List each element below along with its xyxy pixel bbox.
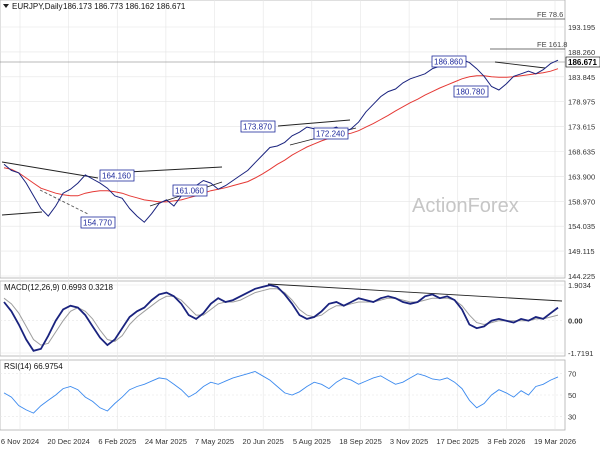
price-panel-header: EURJPY,Daily 186.173 186.773 186.162 186…: [3, 2, 186, 11]
fe-78-6-label: FE 78.6: [537, 10, 563, 19]
annotation-173-870: 173.870: [240, 120, 276, 133]
x-tick: 19 Mar 2026: [534, 437, 576, 446]
ohlc-values: 186.173 186.773 186.162 186.671: [63, 2, 186, 11]
macd-panel-frame: [0, 280, 566, 357]
rsi-tick: 30: [568, 412, 576, 421]
price-tick: 158.970: [568, 197, 595, 206]
svg-text:172.240: 172.240: [316, 130, 345, 139]
svg-text:161.060: 161.060: [175, 187, 204, 196]
x-axis-ticks: 6 Nov 2024 20 Dec 2024 6 Feb 2025 24 Mar…: [1, 437, 576, 446]
macd-header: MACD(12,26,9) 0.6993 0.3218: [4, 283, 114, 292]
x-tick: 3 Feb 2026: [487, 437, 525, 446]
rsi-header: RSI(14) 66.9754: [4, 362, 63, 371]
price-tick: 144.225: [568, 272, 595, 281]
rsi-panel-frame: [0, 359, 566, 431]
price-tick: 154.035: [568, 222, 595, 231]
macd-tick: 0.00: [568, 317, 583, 326]
annotation-164-160: 164.160: [99, 169, 135, 182]
rsi-tick: 50: [568, 391, 576, 400]
svg-text:186.860: 186.860: [434, 58, 463, 67]
x-tick: 18 Sep 2025: [339, 437, 382, 446]
price-tick: 193.195: [568, 23, 595, 32]
svg-text:154.770: 154.770: [83, 219, 112, 228]
price-tick: 173.615: [568, 123, 595, 132]
last-price-label: 186.671: [568, 58, 597, 67]
svg-text:164.160: 164.160: [102, 172, 131, 181]
macd-line: [3, 284, 559, 352]
price-axis-ticks: 193.195 188.260 183.845 178.975 173.615 …: [568, 23, 595, 281]
price-tick: 183.845: [568, 73, 595, 82]
macd-trendline: [267, 283, 563, 302]
svg-text:180.780: 180.780: [456, 88, 485, 97]
trendline-upper-left: [1, 161, 99, 179]
x-tick: 5 Aug 2025: [293, 437, 331, 446]
x-tick: 3 Nov 2025: [390, 437, 428, 446]
x-tick: 24 Mar 2025: [145, 437, 187, 446]
macd-tick: -1.7191: [568, 349, 593, 358]
fe-161-8-label: FE 161.8: [537, 40, 567, 49]
rsi-line: [3, 371, 559, 414]
macd-axis-ticks: 1.9034 0.00 -1.7191: [568, 281, 593, 358]
annotation-186-860: 186.860: [431, 55, 467, 68]
price-tick: 188.260: [568, 48, 595, 57]
watermark: ActionForex: [412, 195, 519, 217]
annotation-172-240: 172.240: [313, 127, 349, 140]
grid-lines: [0, 0, 565, 430]
symbol-title: EURJPY,Daily: [12, 2, 63, 11]
rsi-tick: 70: [568, 370, 576, 379]
x-tick: 6 Feb 2025: [98, 437, 136, 446]
x-tick: 17 Dec 2025: [436, 437, 479, 446]
x-tick: 6 Nov 2024: [1, 437, 39, 446]
moving-average-line: [3, 68, 559, 203]
price-tick: 178.975: [568, 98, 595, 107]
collapse-triangle-icon[interactable]: [3, 4, 9, 8]
svg-text:173.870: 173.870: [243, 123, 272, 132]
trendline-top-right: [494, 61, 546, 69]
price-tick: 149.115: [568, 247, 595, 256]
trendline-dashed: [39, 189, 89, 215]
annotation-161-060: 161.060: [172, 184, 208, 197]
x-tick: 20 Dec 2024: [47, 437, 90, 446]
x-tick: 7 May 2025: [195, 437, 234, 446]
price-tick: 168.635: [568, 148, 595, 157]
macd-tick: 1.9034: [568, 281, 591, 290]
rsi-axis-ticks: 70 50 30: [568, 370, 576, 422]
price-panel-frame: [0, 0, 566, 279]
x-tick: 20 Jun 2025: [243, 437, 284, 446]
trendline-lower-left: [1, 211, 43, 216]
price-tick: 163.900: [568, 172, 595, 181]
trendline-triangle-upper: [127, 166, 223, 173]
last-price-marker: [565, 56, 600, 68]
annotation-154-770: 154.770: [80, 216, 116, 229]
trendline-channel-upper: [277, 119, 351, 127]
annotation-180-780: 180.780: [453, 85, 489, 98]
